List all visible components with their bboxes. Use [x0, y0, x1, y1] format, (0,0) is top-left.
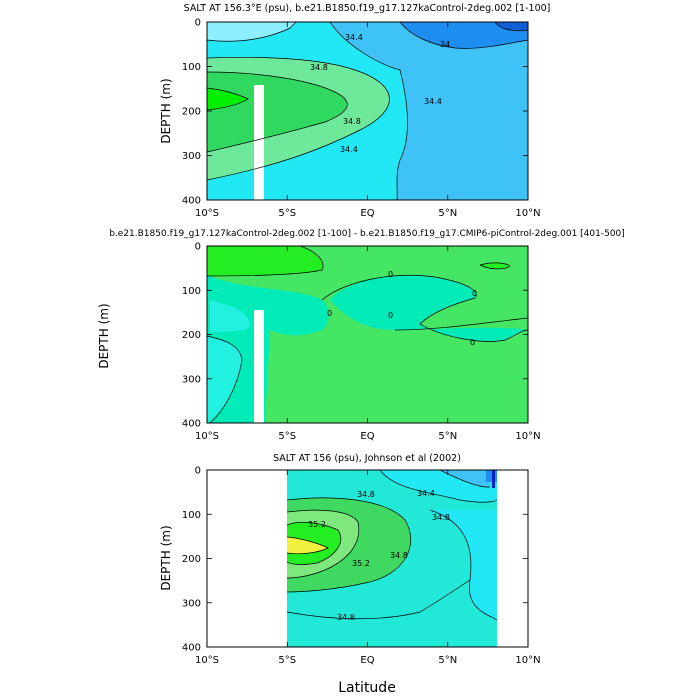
- contour-label: 0: [388, 311, 393, 320]
- panel-2-contour-labels: 0 0 0 0 0: [327, 270, 477, 347]
- contour-label: 34.4: [417, 489, 435, 498]
- contour-label: 34.8: [343, 117, 361, 126]
- y-tick-label: 200: [182, 107, 201, 118]
- x-tick-label: 5°S: [278, 655, 296, 666]
- panel-3-ylabel: DEPTH (m): [159, 525, 173, 590]
- contour-label: 34.8: [310, 63, 328, 72]
- panel-2-title: b.e21.B1850.f19_g17.127kaControl-2deg.00…: [109, 229, 625, 239]
- panel-3: SALT AT 156 (psu), Johnson et al (2002): [159, 453, 541, 696]
- x-tick-label: 5°S: [278, 208, 296, 219]
- y-tick-label: 100: [182, 62, 201, 73]
- x-axis-label: Latitude: [338, 680, 396, 696]
- contour-label: 34.8: [390, 551, 408, 560]
- panel-2-axes: 10°S 5°S EQ 5°N 10°N 0 100 200 300 400: [182, 242, 541, 443]
- y-tick-label: 300: [182, 598, 201, 609]
- contour-label: 0: [472, 289, 477, 298]
- y-tick-label: 0: [195, 18, 201, 29]
- x-tick-label: 10°S: [195, 208, 219, 219]
- contour-label: 34.8: [337, 613, 355, 622]
- panel-1-axes: 10°S 5°S EQ 5°N 10°N 0 100 200 300 400: [182, 18, 541, 220]
- x-tick-label: 10°S: [195, 655, 219, 666]
- contour-label: 0: [388, 270, 393, 279]
- x-tick-label: 5°N: [438, 431, 457, 442]
- y-tick-label: 200: [182, 330, 201, 341]
- x-tick-label: EQ: [360, 655, 374, 666]
- panel-2-contour-fill: [207, 246, 528, 423]
- panel-1-title: SALT AT 156.3°E (psu), b.e21.B1850.f19_g…: [184, 3, 551, 14]
- panel-3-contour-labels: 34.8 34.4 35.2 34.8 35.2 34.8 34.8: [308, 489, 450, 622]
- x-tick-label: 10°N: [515, 655, 540, 666]
- y-tick-label: 400: [182, 419, 201, 430]
- panel-1-contour-fill: [207, 22, 528, 200]
- panel-3-title: SALT AT 156 (psu), Johnson et al (2002): [273, 453, 461, 464]
- x-tick-label: 5°N: [438, 208, 457, 219]
- x-tick-label: EQ: [360, 208, 374, 219]
- panel-2: b.e21.B1850.f19_g17.127kaControl-2deg.00…: [97, 229, 625, 442]
- y-tick-label: 200: [182, 554, 201, 565]
- y-tick-label: 300: [182, 374, 201, 385]
- contour-label: 34.8: [357, 490, 375, 499]
- y-tick-label: 400: [182, 643, 201, 654]
- x-tick-label: EQ: [360, 431, 374, 442]
- y-tick-label: 100: [182, 510, 201, 521]
- panel-2-ylabel: DEPTH (m): [97, 303, 111, 368]
- contour-label: 0: [470, 338, 475, 347]
- panel-1-contour-labels: 34.4 34 34.8 34.8 34.4 34.4: [310, 33, 450, 154]
- panel-1: SALT AT 156.3°E (psu), b.e21.B1850.f19_g…: [159, 3, 550, 219]
- contour-label: 34: [440, 40, 450, 49]
- contour-label: 34.4: [345, 33, 363, 42]
- y-tick-label: 0: [195, 242, 201, 253]
- panel-1-ylabel: DEPTH (m): [159, 78, 173, 143]
- contour-label: 35.2: [352, 559, 370, 568]
- contour-label: 35.2: [308, 520, 326, 529]
- contour-label: 0: [327, 309, 332, 318]
- y-tick-label: 100: [182, 286, 201, 297]
- contour-label: 34.4: [424, 97, 442, 106]
- x-tick-label: 10°N: [515, 208, 540, 219]
- x-tick-label: 5°S: [278, 431, 296, 442]
- panel-3-axes: 10°S 5°S EQ 5°N 10°N 0 100 200 300 400: [182, 466, 541, 667]
- x-tick-label: 10°S: [195, 431, 219, 442]
- x-tick-label: 5°N: [438, 655, 457, 666]
- y-tick-label: 0: [195, 466, 201, 477]
- contour-label: 34.8: [432, 513, 450, 522]
- y-tick-label: 300: [182, 151, 201, 162]
- x-tick-label: 10°N: [515, 431, 540, 442]
- contour-label: 34.4: [340, 145, 358, 154]
- y-tick-label: 400: [182, 196, 201, 207]
